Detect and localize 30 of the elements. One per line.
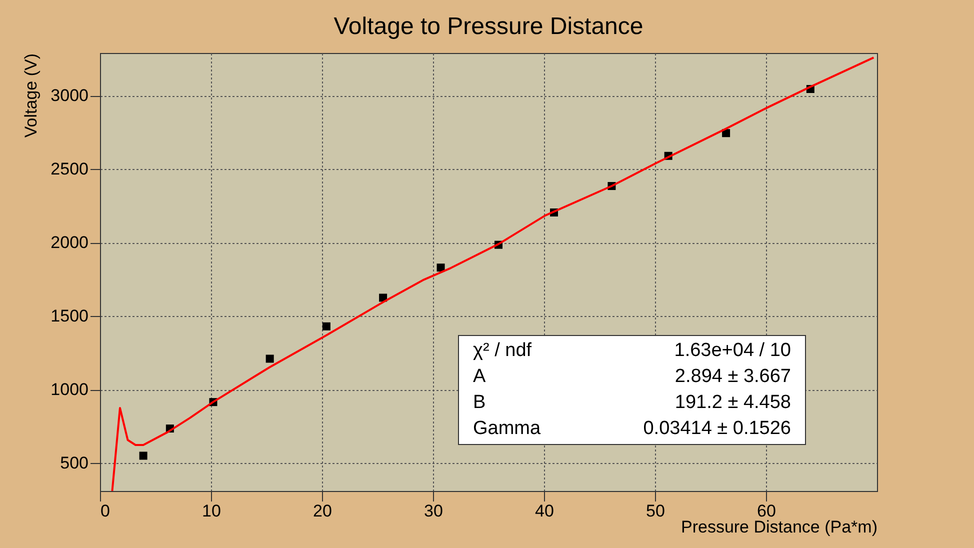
x-tick-label: 30: [424, 502, 443, 520]
point: [436, 264, 445, 272]
chart-title: Voltage to Pressure Distance: [334, 13, 644, 40]
x-tick-label: 40: [535, 502, 554, 520]
x-tick-label: 60: [757, 502, 776, 520]
annotation: 2.894 ± 3.667: [674, 365, 791, 389]
y-axis-title: Voltage (V): [22, 54, 41, 138]
y-tick-label: 500: [60, 454, 88, 473]
y-tick-label: 2500: [50, 160, 88, 179]
point: [379, 294, 388, 302]
x-tick-label: 50: [646, 502, 665, 520]
annotation: 1.63e+04 / 10: [673, 339, 791, 363]
line-series: [111, 56, 875, 492]
x-tick-label: 10: [202, 502, 221, 520]
y-tick-label: 1000: [50, 380, 88, 400]
point: [322, 322, 330, 330]
annotation: A: [473, 365, 487, 389]
point: [266, 354, 274, 363]
point: [139, 452, 148, 460]
y-tick-label: 3000: [50, 86, 88, 106]
annotation: 191.2 ± 4.458: [674, 391, 791, 415]
x-axis-title: Pressure Distance (Pa*m): [680, 518, 878, 536]
y-tick-label: 1500: [50, 306, 88, 326]
y-tick-label: 2000: [50, 233, 88, 252]
annotation: 0.03414 ± 0.1526: [642, 417, 791, 441]
x-tick-label: 0: [100, 502, 110, 520]
x-tick-label: 20: [313, 502, 332, 520]
annotation: B: [473, 391, 487, 415]
annotation: χ² / ndf: [473, 339, 533, 363]
annotation: Gamma: [473, 417, 542, 441]
